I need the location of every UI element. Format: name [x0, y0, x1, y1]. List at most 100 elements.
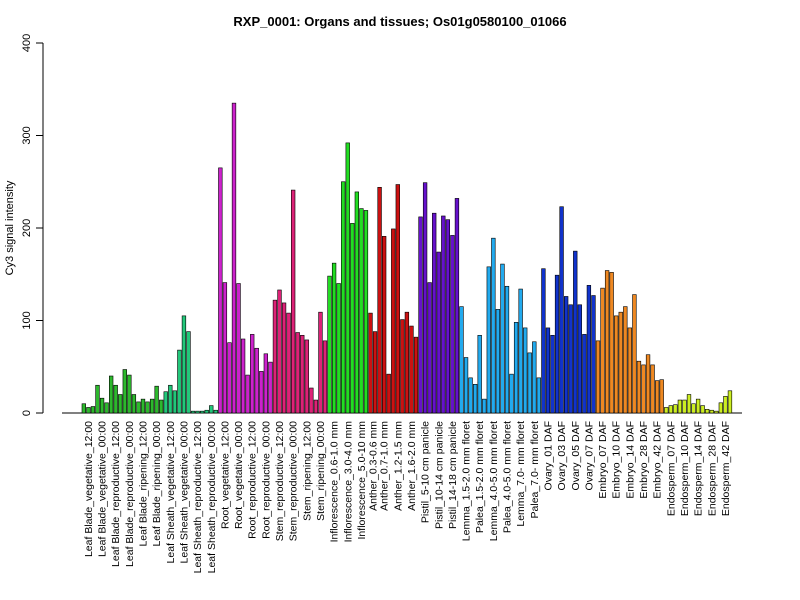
bar: [559, 206, 564, 414]
bar: [245, 374, 250, 414]
bar: [495, 309, 501, 414]
bar: [441, 215, 446, 414]
bar: [682, 399, 687, 414]
category-label: Endosperm_07 DAF: [665, 421, 677, 516]
category-label: Root_reproductive_12:00: [247, 421, 259, 539]
bar: [436, 251, 441, 414]
category-label: Pistil_14-18 cm panicle: [447, 421, 459, 529]
y-axis: 0 100 200 300 400: [21, 34, 44, 416]
bar: [177, 349, 182, 414]
bar: [354, 191, 360, 414]
bar: [586, 285, 592, 414]
bar: [336, 283, 341, 414]
bar: [300, 334, 305, 414]
y-tick-label: 300: [21, 126, 33, 144]
bar: [149, 398, 155, 414]
category-label: Leaf Blade_reproductive_00:00: [124, 421, 136, 567]
category-label: Leaf Blade_ripening_00:00: [151, 421, 163, 547]
category-label: Embryo_07 DAF: [597, 421, 609, 499]
bar: [627, 327, 633, 414]
bar: [677, 399, 683, 414]
bar: [95, 384, 100, 414]
category-label: Anther_0.7-1.0 mm: [379, 421, 391, 511]
bar: [632, 294, 637, 414]
category-label: Leaf Sheath_reproductive_00:00: [206, 421, 218, 574]
bar: [654, 380, 660, 414]
bar: [650, 364, 655, 414]
bar: [113, 384, 118, 414]
bar: [482, 398, 487, 414]
bar: [504, 285, 510, 414]
bar: [595, 340, 601, 414]
bar: [636, 360, 642, 414]
y-tick-label: 200: [21, 219, 33, 237]
bar: [99, 397, 105, 414]
y-tick-label: 400: [21, 34, 33, 52]
bar: [668, 405, 673, 414]
category-label: Leaf Blade_vegetative_00:00: [97, 421, 109, 557]
category-label: Inflorescence_0.6-1.0 mm: [329, 421, 341, 543]
category-label: Ovary_05 DAF: [570, 421, 582, 490]
bar: [691, 403, 696, 414]
bar: [122, 369, 127, 414]
y-tick-label: 100: [21, 311, 33, 329]
bar: [254, 347, 259, 414]
bar: [190, 410, 196, 414]
bar: [468, 377, 473, 414]
bar: [286, 312, 291, 414]
bar: [486, 266, 491, 414]
bar: [350, 223, 355, 414]
bar: [391, 228, 396, 414]
category-label: Lemma_7.0- mm floret: [515, 421, 527, 527]
y-axis-label: Cy3 signal intensity: [4, 180, 16, 275]
bar: [591, 295, 596, 414]
bar: [268, 361, 273, 414]
category-label: Embryo_14 DAF: [624, 421, 636, 499]
category-labels: Leaf Blade_vegetative_12:00 Leaf Blade_ve…: [83, 421, 732, 574]
bar: [131, 394, 137, 414]
bar: [104, 402, 109, 414]
category-label: Embryo_28 DAF: [638, 421, 650, 499]
bar: [86, 407, 91, 414]
bar: [127, 374, 132, 414]
bar: [159, 399, 164, 414]
bar: [450, 235, 455, 414]
bar: [604, 270, 610, 414]
category-label: Leaf Blade_vegetative_12:00: [83, 421, 95, 557]
category-label: Embryo_42 DAF: [652, 421, 664, 499]
bar: [290, 189, 296, 414]
bar: [714, 410, 719, 414]
bar: [395, 184, 400, 414]
category-label: Lemma_4.0-5.0 mm floret: [488, 421, 500, 541]
bar: [550, 334, 555, 414]
category-label: Ovary_03 DAF: [556, 421, 568, 490]
bar: [491, 237, 496, 414]
bar: [582, 334, 587, 414]
bar: [577, 304, 582, 414]
bar: [568, 304, 573, 414]
bar: [363, 210, 369, 414]
bar: [204, 409, 209, 414]
category-label: Leaf Sheath_vegetative_12:00: [165, 421, 177, 564]
bar: [386, 373, 391, 414]
bar: [718, 402, 724, 414]
bar: [140, 398, 146, 414]
category-label: Leaf Sheath_reproductive_12:00: [192, 421, 204, 574]
bar: [281, 302, 287, 414]
bar: [563, 296, 569, 414]
bar: [186, 331, 191, 414]
bar: [545, 327, 551, 414]
bar: [432, 212, 437, 414]
bar: [709, 409, 714, 414]
bar: [641, 364, 646, 414]
bar: [695, 398, 701, 414]
bar: [509, 373, 514, 414]
category-label: Root_vegetative_00:00: [233, 421, 245, 529]
bar: [418, 216, 423, 414]
bar: [554, 274, 560, 414]
bar: [90, 406, 96, 414]
chart-title: RXP_0001: Organs and tissues; Os01g05801…: [233, 14, 566, 29]
bar: [527, 352, 532, 414]
bar: [195, 410, 200, 414]
